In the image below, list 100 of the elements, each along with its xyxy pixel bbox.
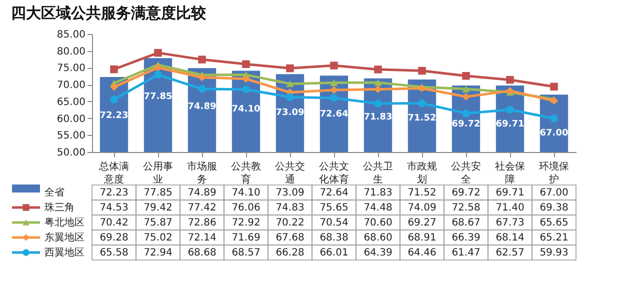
data-label: 74.10: [232, 188, 260, 198]
point: [550, 82, 558, 91]
point: [462, 86, 470, 92]
point: [198, 73, 206, 82]
point: [330, 94, 338, 102]
x-tick-label: 环境保护: [539, 160, 569, 186]
data-label: 70.60: [364, 218, 392, 228]
data-label: 69.72: [452, 188, 480, 198]
data-label: 76.06: [232, 202, 260, 214]
legend-label: 全省: [44, 186, 64, 198]
point: [462, 72, 470, 80]
data-label: 77.85: [144, 188, 172, 198]
data-label: 66.01: [320, 248, 348, 258]
text: 69.72: [452, 120, 480, 130]
data-label: 71.69: [232, 232, 260, 244]
data-label: 74.89: [188, 188, 216, 198]
point: [286, 80, 294, 88]
text: 74.89: [188, 102, 216, 112]
point: [330, 79, 338, 86]
point: [286, 93, 294, 101]
legend-label: 珠三角: [44, 202, 74, 214]
legend-label: 东翼地区: [44, 232, 84, 244]
data-label: 67.73: [496, 218, 524, 228]
data-label: 74.09: [408, 202, 436, 214]
data-label: 66.28: [276, 248, 304, 258]
data-label: 72.64: [320, 188, 348, 198]
data-label: 65.58: [100, 248, 128, 258]
data-label: 67.00: [540, 188, 568, 198]
data-label: 77.42: [188, 202, 216, 214]
point: [418, 99, 426, 108]
data-label: 72.86: [188, 218, 216, 228]
x-tick-label: 市政规划: [407, 160, 437, 186]
data-label: 71.83: [364, 188, 392, 198]
data-label: 75.87: [144, 218, 172, 228]
x-tick-label: 社会保障: [495, 160, 525, 186]
point: [506, 76, 514, 84]
data-label: 68.14: [496, 232, 524, 244]
data-label: 69.38: [540, 202, 568, 214]
point: [462, 92, 470, 101]
point: [242, 86, 250, 94]
y-tick-label: 55.00: [56, 130, 86, 142]
text: 67.00: [540, 128, 568, 139]
data-label: 72.94: [144, 248, 172, 258]
data-label: 72.58: [452, 202, 480, 214]
text: 71.52: [408, 113, 436, 124]
data-label: 68.60: [364, 232, 392, 244]
x-tick-label: 市场服务: [187, 160, 217, 186]
data-label: 65.65: [540, 218, 568, 228]
data-label: 65.21: [540, 232, 568, 244]
text: 72.64: [320, 110, 348, 120]
data-label: 61.47: [452, 248, 480, 258]
point: [418, 66, 426, 75]
x-tick-label: 公共文化体育: [319, 160, 349, 186]
y-tick-label: 85.00: [56, 30, 86, 40]
y-tick-label: 50.00: [56, 148, 86, 158]
data-label: 68.67: [452, 218, 480, 228]
data-label: 69.27: [408, 218, 436, 228]
data-label: 70.54: [320, 218, 348, 228]
data-label: 75.02: [144, 232, 172, 244]
data-label: 59.93: [540, 248, 568, 258]
data-label: 71.52: [408, 188, 436, 198]
point: [506, 106, 514, 114]
data-label: 73.09: [276, 188, 304, 198]
point: [110, 65, 118, 74]
point: [374, 79, 382, 86]
x-tick-label: 公用事业: [143, 160, 173, 186]
data-label: 70.42: [100, 218, 128, 228]
data-label: 74.83: [276, 202, 304, 214]
point: [154, 48, 162, 57]
point: [154, 64, 162, 72]
point: [286, 64, 294, 72]
legend-label: 粤北地区: [44, 216, 84, 228]
data-label: 69.28: [100, 232, 128, 244]
data-label: 75.65: [320, 202, 348, 214]
data-label: 72.14: [188, 232, 216, 244]
point: [330, 62, 338, 70]
point: [110, 83, 118, 91]
x-tick-label: 公共交通: [275, 160, 305, 186]
text: 77.85: [144, 92, 172, 102]
data-label: 68.38: [320, 232, 348, 244]
y-tick-label: 65.00: [56, 96, 86, 108]
data-label: 79.42: [144, 202, 172, 214]
text: 74.10: [232, 104, 260, 115]
point: [330, 86, 338, 94]
data-label: 74.53: [100, 202, 128, 214]
y-tick-label: 80.00: [56, 46, 86, 58]
x-tick-label: 总体满意度: [98, 160, 129, 186]
text: 72.23: [100, 111, 128, 122]
data-label: 68.57: [232, 248, 260, 258]
y-tick-label: 75.00: [56, 63, 86, 74]
point: [374, 66, 382, 74]
point: [550, 114, 558, 122]
data-label: 72.92: [232, 218, 260, 228]
point: [198, 85, 206, 93]
text: 71.83: [364, 112, 392, 122]
legend-label: 西翼地区: [44, 246, 84, 258]
data-label: 66.39: [452, 232, 480, 244]
text: 73.09: [276, 108, 304, 118]
data-label: 62.57: [496, 248, 524, 258]
point: [110, 96, 118, 104]
